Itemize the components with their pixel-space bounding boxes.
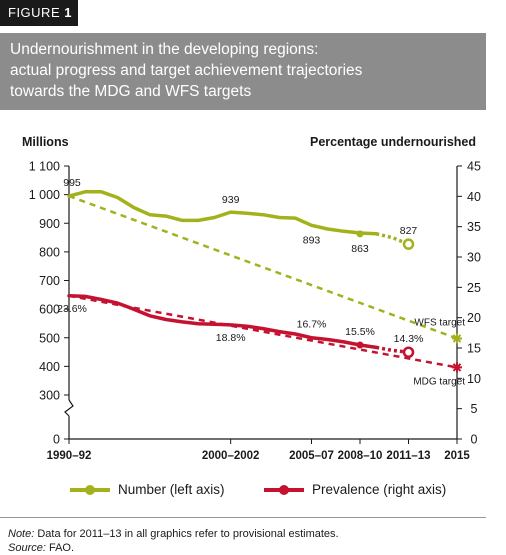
footnote: Note: Data for 2011–13 in all graphics r… — [8, 527, 339, 555]
right-tick-label: 20 — [467, 311, 481, 325]
right-tick-label: 25 — [467, 281, 481, 295]
data-point — [356, 341, 364, 349]
legend-label-number: Number (left axis) — [118, 482, 225, 497]
data-label: 15.5% — [345, 326, 375, 338]
right-axis-title: Percentage undernourished — [309, 135, 476, 149]
figure-label: FIGURE — [8, 5, 61, 20]
title-line-2: actual progress and target achievement t… — [10, 62, 363, 79]
axis-break-mark — [64, 399, 74, 417]
data-label: 863 — [351, 243, 369, 255]
data-label: 893 — [303, 234, 321, 246]
legend-label-prevalence: Prevalence (right axis) — [312, 482, 447, 497]
right-tick-label: 40 — [467, 190, 481, 204]
legend-swatch-prevalence — [264, 484, 304, 495]
target-marker — [452, 333, 462, 344]
data-label: 18.8% — [216, 332, 246, 344]
source-text: FAO. — [48, 542, 75, 554]
chart-title: Undernourishment in the developing regio… — [0, 33, 486, 110]
data-label: 939 — [222, 194, 240, 206]
right-tick-label: 5 — [471, 402, 478, 416]
data-label: 995 — [63, 177, 81, 189]
data-label: 16.7% — [297, 319, 327, 331]
x-tick-label: 1990–92 — [47, 450, 92, 462]
left-tick-label: 1 100 — [29, 160, 60, 174]
left-tick-label: 400 — [39, 360, 60, 374]
x-tick-label: 2008–10 — [338, 450, 383, 462]
data-label: 14.3% — [394, 333, 424, 345]
source-label: Source: — [8, 542, 46, 554]
right-tick-label: 35 — [467, 220, 481, 234]
left-tick-label: 500 — [39, 331, 60, 345]
data-point — [402, 238, 415, 250]
data-label: 827 — [400, 225, 418, 237]
left-tick-label: 700 — [39, 274, 60, 288]
left-axis-title: Millions — [22, 135, 69, 149]
title-line-3: towards the MDG and WFS targets — [10, 83, 252, 100]
target-line — [68, 194, 458, 340]
left-tick-label: 1 000 — [29, 188, 60, 202]
left-tick-label: 800 — [39, 245, 60, 259]
left-tick-label: 600 — [39, 303, 60, 317]
series-line — [67, 294, 378, 350]
target-label: WFS target — [414, 317, 465, 328]
data-label: 23.6% — [57, 303, 87, 315]
right-tick-label: 30 — [467, 251, 481, 265]
left-tick-label: 300 — [39, 389, 60, 403]
legend-item-prevalence: Prevalence (right axis) — [262, 482, 446, 497]
x-tick-label: 2005–07 — [289, 450, 334, 462]
legend-item-number: Number (left axis) — [68, 482, 225, 497]
right-tick-label: 10 — [467, 372, 481, 386]
x-tick-label: 2015 — [444, 450, 470, 462]
title-line-1: Undernourishment in the developing regio… — [10, 41, 319, 58]
legend-swatch-number — [70, 484, 110, 495]
left-tick-label: 900 — [39, 217, 60, 231]
data-point — [356, 230, 364, 238]
x-tick-label: 2011–13 — [386, 450, 430, 462]
data-point — [402, 346, 415, 358]
x-tick-label: 2000–2002 — [202, 450, 260, 462]
target-label: MDG target — [413, 376, 465, 387]
figure-number: 1 — [64, 5, 72, 20]
figure-tag: FIGURE 1 — [0, 0, 78, 26]
right-tick-label: 45 — [467, 160, 481, 174]
left-tick-label: 0 — [53, 433, 60, 447]
note-text: Data for 2011–13 in all graphics refer t… — [37, 528, 339, 540]
target-marker — [452, 362, 462, 373]
footer-divider — [0, 517, 486, 518]
note-label: Note: — [8, 528, 35, 540]
series-line — [67, 190, 378, 236]
right-tick-label: 0 — [471, 433, 478, 447]
right-tick-label: 15 — [467, 342, 481, 356]
